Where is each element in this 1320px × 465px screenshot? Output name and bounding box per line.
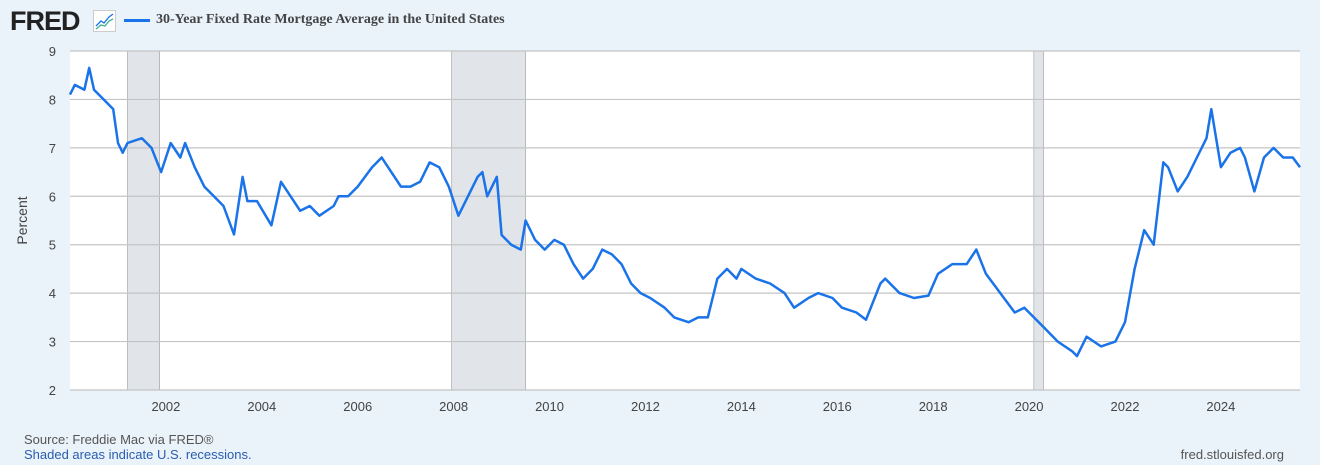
chart-title: 30-Year Fixed Rate Mortgage Average in t… <box>156 12 505 27</box>
x-tick-label: 2004 <box>247 399 276 414</box>
y-tick-label: 5 <box>49 238 56 253</box>
x-tick-label: 2010 <box>535 399 564 414</box>
x-tick-label: 2002 <box>151 399 180 414</box>
y-tick-label: 4 <box>49 286 56 301</box>
y-tick-label: 3 <box>49 335 56 350</box>
x-tick-label: 2024 <box>1206 399 1235 414</box>
fred-logo[interactable]: FRED <box>10 6 80 36</box>
source-note: Source: Freddie Mac via FRED® <box>24 432 214 447</box>
recession-band <box>1033 50 1044 391</box>
recession-note[interactable]: Shaded areas indicate U.S. recessions. <box>24 447 252 462</box>
y-tick-label: 7 <box>49 141 56 156</box>
x-tick-label: 2020 <box>1015 399 1044 414</box>
y-tick-label: 6 <box>49 189 56 204</box>
x-tick-label: 2018 <box>919 399 948 414</box>
x-tick-label: 2022 <box>1111 399 1140 414</box>
site-link[interactable]: fred.stlouisfed.org <box>1180 447 1284 462</box>
x-tick-label: 2012 <box>631 399 660 414</box>
legend-swatch <box>124 18 150 22</box>
plot-background <box>70 51 1300 390</box>
y-tick-label: 2 <box>49 383 56 398</box>
series-line-mortgage-rate <box>68 66 1302 358</box>
recession-band <box>127 50 160 391</box>
x-tick-label: 2014 <box>727 399 756 414</box>
chart-line-icon <box>93 10 116 32</box>
y-tick-label: 9 <box>49 44 56 59</box>
y-tick-label: 8 <box>49 92 56 107</box>
x-tick-label: 2016 <box>823 399 852 414</box>
chart-legend: 30-Year Fixed Rate Mortgage Average in t… <box>124 12 505 28</box>
y-axis-label: Percent <box>14 196 30 244</box>
x-tick-label: 2008 <box>439 399 468 414</box>
recession-band <box>451 50 526 391</box>
x-tick-label: 2006 <box>343 399 372 414</box>
